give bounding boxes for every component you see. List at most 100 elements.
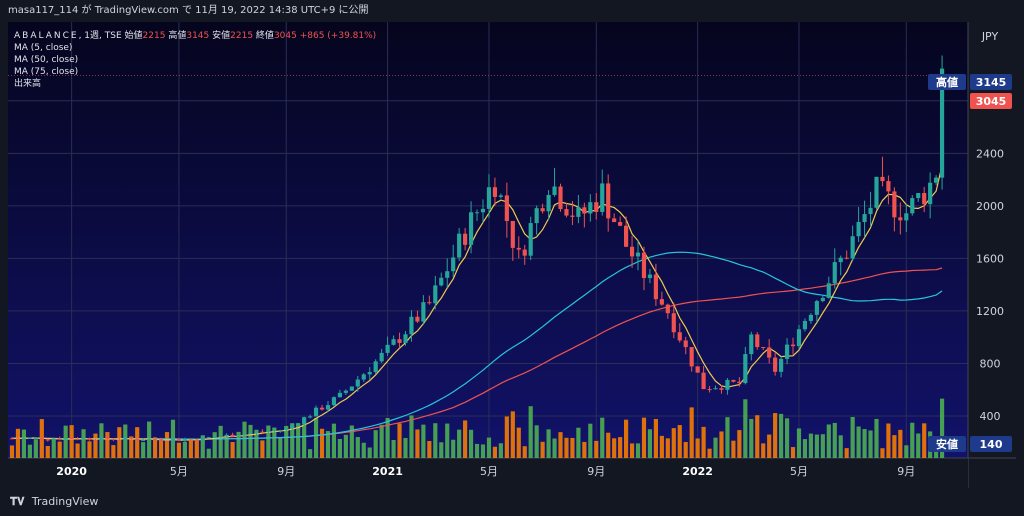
volume-bar <box>176 442 182 458</box>
volume-bar <box>45 445 50 458</box>
x-tick-label: 9月 <box>897 465 915 478</box>
candle-body <box>516 247 521 250</box>
volume-bar <box>135 427 140 458</box>
candle-body <box>81 438 86 440</box>
ma50-line <box>11 251 943 440</box>
legend-ma5[interactable]: MA (5, close) <box>14 43 73 53</box>
legend-volume[interactable]: 出来高 <box>14 79 42 89</box>
candle-body <box>576 207 581 217</box>
volume-bar <box>671 428 676 458</box>
candle-body <box>254 431 259 433</box>
candle-body <box>528 223 533 256</box>
volume-bar <box>409 415 414 458</box>
volume-bar <box>337 438 342 458</box>
candle-body <box>653 274 658 300</box>
candle-body <box>749 334 754 355</box>
candle-body <box>773 357 778 372</box>
candle-body <box>409 316 414 335</box>
volume-bar <box>236 431 241 458</box>
candle-body <box>880 176 885 182</box>
candle-body <box>188 439 193 441</box>
volume-bar <box>325 431 331 458</box>
candle-body <box>230 434 235 437</box>
candle-body <box>194 439 199 441</box>
volume-bar <box>33 439 38 458</box>
volume-bar <box>391 440 396 458</box>
candle-body <box>331 397 337 406</box>
y-tick-label: 2000 <box>976 200 1004 213</box>
volume-bar <box>385 418 390 458</box>
volume-bar <box>701 426 706 458</box>
volume-bar <box>874 418 879 458</box>
candle-body <box>862 214 867 223</box>
volume-bar <box>421 424 426 458</box>
volume-bar <box>290 423 295 458</box>
volume-bar <box>743 399 748 458</box>
volume-bar <box>164 432 170 458</box>
candle-body <box>99 436 104 441</box>
candle-body <box>385 344 390 353</box>
candle-body <box>248 432 253 434</box>
candle-body <box>486 187 492 209</box>
legend-ma50[interactable]: MA (50, close) <box>14 55 79 65</box>
candle-body <box>850 236 855 259</box>
volume-bar <box>725 417 730 458</box>
candle-body <box>218 436 223 438</box>
volume-bar <box>808 433 813 458</box>
volume-bar <box>618 437 623 458</box>
candle-body <box>117 439 122 441</box>
volume-bar <box>761 443 766 458</box>
volume-bar <box>224 435 229 458</box>
legend-ma75[interactable]: MA (75, close) <box>14 67 79 77</box>
candle-body <box>302 417 307 425</box>
time-axis <box>8 458 968 488</box>
candle-body <box>27 437 32 439</box>
volume-bar <box>570 437 575 458</box>
candle-body <box>290 425 295 429</box>
symbol-name[interactable]: ABALANCE <box>14 31 79 41</box>
high-label: 高値 <box>168 31 187 41</box>
volume-bar <box>582 441 587 458</box>
volume-bar <box>87 441 92 458</box>
candle-body <box>635 252 641 257</box>
volume-bar <box>319 428 325 458</box>
x-tick-label: 2022 <box>682 465 713 478</box>
volume-bar <box>683 441 688 458</box>
volume-bar <box>880 448 885 458</box>
volume-bar <box>719 431 724 458</box>
candle-body <box>910 198 915 214</box>
ohlc-row: ABALANCE, 1週, TSE 始値2215 高値3145 安値2215 終… <box>14 30 376 42</box>
candle-body <box>319 407 325 410</box>
candle-body <box>474 212 480 214</box>
volume-bar <box>15 428 21 458</box>
high-value: 3145 <box>186 31 210 41</box>
candle-body <box>522 249 527 256</box>
candle-body <box>427 302 432 304</box>
volume-bar <box>510 411 515 458</box>
candle-body <box>343 390 348 393</box>
volume-bar <box>588 423 593 458</box>
volume-bar <box>695 438 700 458</box>
candle-body <box>147 438 152 440</box>
chart-legend: ABALANCE, 1週, TSE 始値2215 高値3145 安値2215 終… <box>14 30 376 90</box>
candle-body <box>808 314 813 321</box>
volume-bar <box>105 432 110 458</box>
volume-bar <box>516 427 521 458</box>
volume-bar <box>558 432 563 458</box>
volume-bar <box>892 435 897 458</box>
volume-bar <box>313 418 319 458</box>
volume-bar <box>427 441 432 458</box>
candle-body <box>457 233 462 258</box>
volume-bar <box>218 425 223 458</box>
volume-bar <box>397 423 402 458</box>
candle-body <box>677 332 682 341</box>
volume-bar <box>832 422 837 458</box>
candle-body <box>272 430 277 432</box>
volume-bar <box>737 430 742 458</box>
candle-body <box>510 221 515 248</box>
candle-body <box>498 195 503 197</box>
candle-body <box>51 438 56 440</box>
volume-bar <box>540 441 545 458</box>
volume-bar <box>254 429 259 458</box>
